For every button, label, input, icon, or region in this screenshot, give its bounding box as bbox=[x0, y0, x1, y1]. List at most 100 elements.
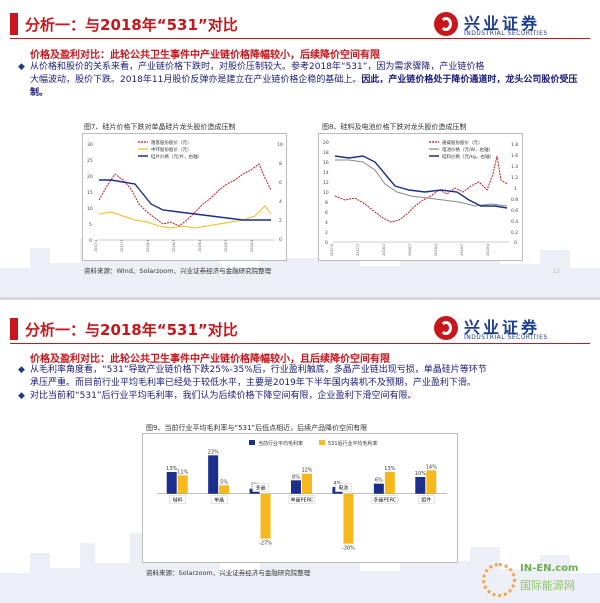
skyline-background bbox=[0, 533, 600, 603]
bullet-line-2: 大幅波动，股价下跌。2018年11月股价反弹亦是建立在产业链价格企稳的基础上。 bbox=[30, 75, 362, 85]
slide-title: 分析一：与2018年“531”对比 bbox=[25, 16, 238, 34]
fig9-legend-current: 当前行业平均毛利率 bbox=[258, 440, 303, 447]
fig9-bar-current-5 bbox=[373, 483, 384, 494]
title-accent-bar bbox=[10, 318, 18, 340]
fig8-legend-3: 硅料价格（元/kg，右轴） bbox=[442, 153, 494, 160]
fig7-caption: 图7、硅片价格下跌对单晶硅片龙头股价造成压制 bbox=[84, 123, 236, 131]
fig9-category-box-3 bbox=[288, 495, 316, 504]
fig8-legend-1: 通威股份股价（元） bbox=[442, 139, 483, 146]
slide-2: 分析一：与2018年“531”对比 兴业证券 INDUSTRIAL SECURI… bbox=[0, 300, 600, 603]
logo-mark-icon bbox=[434, 316, 458, 340]
fig8-yl-10: 0 bbox=[325, 240, 328, 246]
slide2-source: 资料来源：Solarzoom、兴业证券经济与金融研究院整理 bbox=[146, 569, 311, 577]
bullet-paragraph: ◆ 从价格和股价的关系来看，产业链价格下跌时，对股价压制较大。参考2018年“5… bbox=[18, 61, 585, 100]
fig7-yl-2: 20 bbox=[87, 174, 93, 180]
fig9-bar-current-6 bbox=[415, 477, 426, 494]
fig8-yr-7: 0.4 bbox=[511, 219, 518, 225]
fig7-left-axis: 30 25 20 15 10 5 0 bbox=[87, 142, 93, 244]
svg-text:2017/7: 2017/7 bbox=[120, 240, 124, 252]
fig9-category-box-5 bbox=[371, 495, 399, 504]
logo-mark-icon bbox=[434, 12, 458, 36]
fig7-yl-0: 30 bbox=[87, 142, 93, 148]
fig7-legend-3: 硅片价格（元/片，右轴） bbox=[151, 153, 202, 160]
fig7-line-wafer-price bbox=[99, 179, 271, 221]
fig9-legend: 当前行业平均毛利率 531后行业平均毛利率 bbox=[249, 440, 378, 447]
slide-title: 分析一：与2018年“531”对比 bbox=[25, 321, 238, 339]
fig9-caption: 图9、当前行业平均毛利率与“531”后低点相近，后续产品降价空间有限 bbox=[146, 424, 368, 432]
fig7-svg: 隆基股份股价（元） 中环股份股价（元） 硅片价格（元/片，右轴） 30 25 2… bbox=[87, 139, 283, 252]
fig8-line-tongwei bbox=[334, 155, 508, 223]
fig8-yl-0: 20 bbox=[323, 140, 329, 146]
bullet-1-line-1: 从毛利率角度看，“531”导致产业链价格下跌25%-35%后，行业盈利触底，多晶… bbox=[30, 365, 487, 375]
bullet-conclusion: 因此，产业链价格处于降价通道时，龙头公司股价受压制。 bbox=[30, 75, 578, 98]
fig9-legend-swatch-current bbox=[249, 440, 255, 445]
logo-text-cn: 兴业证券 bbox=[464, 318, 541, 337]
fig7-yl-1: 25 bbox=[87, 158, 93, 164]
fig9-category-label-0: 硅料 bbox=[173, 497, 183, 504]
company-logo: 兴业证券 INDUSTRIAL SECURITIES bbox=[434, 314, 574, 344]
fig8-yl-8: 4 bbox=[325, 220, 328, 226]
title-divider bbox=[10, 343, 590, 344]
fig9-bar-after531-1 bbox=[219, 485, 230, 494]
title-accent-bar bbox=[10, 13, 18, 35]
fig9-value-label-1-2: -27% bbox=[259, 541, 272, 547]
bullet-paragraph-1: ◆ 从毛利率角度看，“531”导致产业链价格下跌25%-35%后，行业盈利触底，… bbox=[18, 364, 585, 390]
fig8-x-ticks: 2017/1 2017/7 2018/1 2018/7 2019/1 2019/… bbox=[330, 244, 490, 256]
fig8-svg: 通威股份股价（元） 电池价格（元/W，右轴） 硅料价格（元/kg，右轴） 20 … bbox=[323, 139, 518, 256]
fig7-legend: 隆基股份股价（元） 中环股份股价（元） 硅片价格（元/片，右轴） bbox=[138, 139, 202, 160]
fig9-value-label-1-1: 5% bbox=[220, 479, 228, 485]
logo-text-en: INDUSTRIAL SECURITIES bbox=[464, 334, 548, 341]
svg-text:2020/1: 2020/1 bbox=[250, 240, 254, 252]
fig9-bar-current-0 bbox=[166, 472, 177, 494]
diamond-bullet-icon: ◆ bbox=[18, 62, 25, 72]
section-subheading: 价格及盈利对比：此轮公共卫生事件中产业链价格降幅较小，且后续降价空间有限 bbox=[30, 354, 390, 365]
fig9-value-label-1-6: 14% bbox=[426, 464, 437, 470]
fig9-bar-after531-0 bbox=[177, 475, 188, 494]
fig8-yr-5: 0.8 bbox=[511, 197, 518, 203]
fig9-value-label-0-3: 8% bbox=[292, 474, 300, 480]
slide1-source: 资料来源：Wind、Solarzoom、兴业证券经济与金融研究院整理 bbox=[84, 267, 272, 275]
sun-logo-icon bbox=[482, 563, 516, 597]
fig8-legend-2: 电池价格（元/W，右轴） bbox=[442, 146, 493, 153]
fig8-yl-7: 6 bbox=[325, 210, 328, 216]
fig8-yr-6: 0.6 bbox=[511, 208, 518, 214]
fig8-yl-5: 10 bbox=[323, 190, 329, 196]
fig9-category-box-4 bbox=[335, 483, 352, 492]
fig9-legend-swatch-after531 bbox=[319, 440, 325, 445]
fig9-bar-current-3 bbox=[291, 480, 301, 494]
fig9-value-label-1-3: 12% bbox=[301, 468, 312, 474]
fig8-yr-1: 1.6 bbox=[511, 153, 518, 159]
fig7-yr-5: 0 bbox=[279, 237, 282, 243]
fig9-bar-after531-6 bbox=[426, 470, 437, 494]
fig9-legend-after531: 531后行业平均毛利率 bbox=[328, 440, 378, 447]
svg-text:2017/1: 2017/1 bbox=[330, 244, 334, 256]
fig8-legend: 通威股份股价（元） 电池价格（元/W，右轴） 硅料价格（元/kg，右轴） bbox=[429, 139, 494, 160]
svg-text:2019/1: 2019/1 bbox=[198, 240, 202, 252]
logo-text-cn: 兴业证券 bbox=[464, 14, 541, 33]
fig9-chart: 当前行业平均毛利率 531后行业平均毛利率 13%11%硅料23%5%单晶3%-… bbox=[142, 433, 458, 563]
fig9-category-label-4: 电池 bbox=[338, 485, 348, 492]
fig9-category-box-2 bbox=[252, 483, 269, 492]
fig9-category-label-6: 组件 bbox=[421, 497, 431, 504]
fig7-x-ticks: 2017/1 2017/7 2018/1 2018/7 2019/1 2019/… bbox=[94, 240, 254, 252]
svg-text:2019/7: 2019/7 bbox=[224, 240, 228, 252]
diamond-bullet-icon: ◆ bbox=[18, 391, 25, 401]
fig9-category-label-1: 单晶 bbox=[214, 497, 224, 504]
section-subheading: 价格及盈利对比：此轮公共卫生事件中产业链价格降幅较小，后续降价空间有限 bbox=[30, 50, 380, 61]
fig8-left-axis: 20 18 16 14 12 10 8 6 4 2 0 bbox=[323, 140, 329, 246]
bullet-paragraph-2: ◆ 对比当前和“531”后行业平均毛利率，我们认为后续价格下降空间有限，企业盈利… bbox=[18, 390, 585, 403]
fig9-svg: 当前行业平均毛利率 531后行业平均毛利率 13%11%硅料23%5%单晶3%-… bbox=[157, 440, 447, 552]
fig9-bar-after531-5 bbox=[384, 472, 395, 494]
svg-text:2018/1: 2018/1 bbox=[146, 240, 150, 252]
fig8-yr-9: 0 bbox=[514, 240, 517, 246]
fig7-line-longi bbox=[98, 163, 272, 227]
fig7-yl-6: 0 bbox=[89, 238, 92, 244]
svg-text:2017/7: 2017/7 bbox=[356, 244, 360, 256]
svg-text:2020/1: 2020/1 bbox=[486, 244, 490, 256]
fig8-line-cell-price bbox=[335, 159, 508, 207]
logo-text-en: INDUSTRIAL SECURITIES bbox=[464, 30, 548, 37]
fig9-value-label-0-1: 23% bbox=[208, 449, 219, 455]
fig8-yl-3: 14 bbox=[323, 170, 329, 176]
company-logo: 兴业证券 INDUSTRIAL SECURITIES bbox=[434, 10, 574, 40]
slide-1: 分析一：与2018年“531”对比 兴业证券 INDUSTRIAL SECURI… bbox=[0, 0, 600, 298]
